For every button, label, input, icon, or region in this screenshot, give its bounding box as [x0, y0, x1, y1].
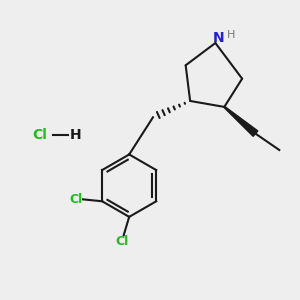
Text: Cl: Cl: [116, 235, 129, 248]
Text: N: N: [213, 31, 225, 45]
Text: H: H: [227, 30, 235, 40]
Text: Cl: Cl: [70, 193, 83, 206]
Polygon shape: [224, 106, 258, 136]
Text: Cl: Cl: [33, 128, 47, 142]
Text: H: H: [69, 128, 81, 142]
